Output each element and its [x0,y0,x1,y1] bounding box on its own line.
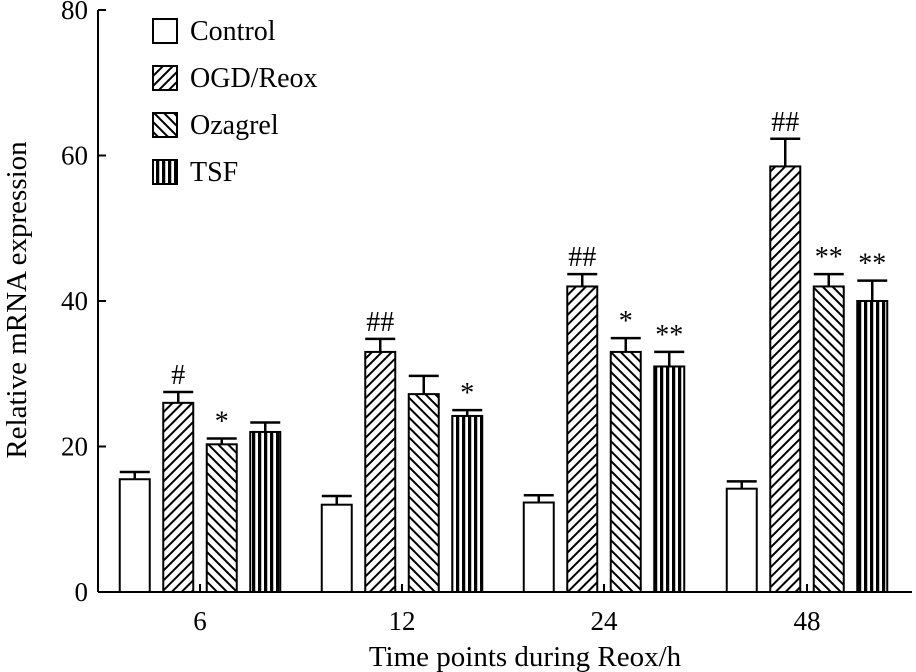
bar-group: * [451,378,484,593]
bar-group: * [609,306,642,593]
legend-label: TSF [190,157,238,188]
bar [725,487,758,594]
x-axis-title: Time points during Reox/h [369,641,682,672]
bar [162,401,195,593]
bar-group [725,480,758,594]
y-ticks: 0 20 40 60 80 [61,0,106,607]
legend-item: TSF [152,157,238,188]
legend: Control OGD/Reox Ozagrel TSF [152,16,318,188]
bar [364,350,397,593]
x-tick-label: 6 [193,606,207,636]
y-tick-label: 20 [61,432,88,462]
legend-label: Control [190,16,276,47]
bar [249,430,282,594]
bar [812,285,845,593]
significance-label: # [171,360,185,391]
y-tick-label: 0 [75,577,89,607]
significance-label: ** [655,320,683,351]
legend-swatch [152,65,178,91]
bar-group: * [205,406,238,593]
bar-group: ** [653,320,686,593]
significance-label: * [619,306,633,337]
bar-group [522,493,555,593]
bar-group: ** [856,249,889,593]
legend-label: Ozagrel [190,110,279,141]
y-tick-label: 40 [61,286,88,316]
bar [320,503,353,594]
legend-label: OGD/Reox [190,63,318,94]
significance-label: ** [815,242,843,273]
significance-label: ## [568,242,596,273]
bar-group: # [162,360,195,593]
significance-label: * [460,378,474,409]
bar [566,285,599,593]
bar-group: ## [566,242,599,593]
y-tick-label: 80 [61,0,88,25]
bar [205,443,238,593]
legend-item: OGD/Reox [152,63,318,94]
x-tick-label: 12 [389,606,416,636]
bar [609,350,642,593]
bars: #######********* [118,107,889,594]
bar-group [118,470,151,593]
legend-swatch [152,18,178,44]
x-tick-label: 24 [591,606,619,636]
significance-label: ** [858,249,886,280]
bar [118,478,151,593]
bar-group: ## [364,307,397,593]
significance-label: ## [366,307,394,338]
significance-label: * [215,406,229,437]
bar-group: ** [812,242,845,593]
bar [653,365,686,593]
bar [407,393,440,593]
bar-group: ## [769,107,802,593]
bar [522,501,555,593]
bar-group [407,374,440,593]
significance-label: ## [771,107,799,138]
bar [856,300,889,593]
y-tick-label: 60 [61,141,88,171]
x-ticks: 6 12 24 48 [193,584,821,636]
bar [451,414,484,593]
legend-item: Ozagrel [152,110,279,141]
bar [769,165,802,593]
bar-group [249,421,282,594]
bar-group [320,494,353,594]
legend-item: Control [152,16,276,47]
x-tick-label: 48 [794,606,821,636]
legend-swatch [152,159,178,185]
y-axis-title: Relative mRNA expression [1,141,33,459]
legend-swatch [152,112,178,138]
